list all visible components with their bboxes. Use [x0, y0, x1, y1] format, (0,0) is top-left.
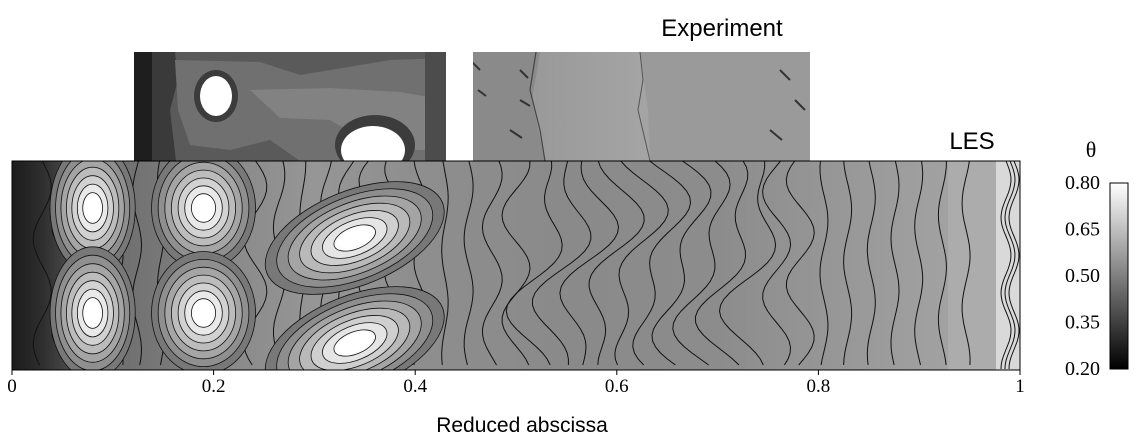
experiment-left-image	[134, 52, 446, 161]
x-tick-label: 0.4	[403, 376, 427, 397]
x-tick-label: 1	[1015, 376, 1025, 397]
contour-line	[1000, 161, 1012, 370]
contour-line	[819, 161, 829, 366]
contour-line	[559, 161, 620, 366]
contour-line	[651, 161, 712, 366]
hot-spot	[193, 301, 214, 325]
contour-line	[505, 161, 563, 366]
colorbar-tick-label: 0.50	[1065, 265, 1100, 287]
contour-line	[866, 161, 876, 366]
colorbar-ticks: 0.80 0.65 0.50 0.35 0.20	[1065, 172, 1100, 380]
hot-spot	[84, 300, 101, 326]
les-label: LES	[949, 128, 994, 155]
contour-line	[531, 161, 592, 365]
x-tick-label: 0.8	[807, 376, 831, 397]
colorbar	[1109, 182, 1129, 370]
contour-line	[672, 161, 731, 366]
contour-line	[463, 161, 474, 366]
contour-line	[694, 161, 749, 366]
colorbar-title: θ	[1086, 137, 1097, 162]
contour-line	[785, 161, 815, 366]
x-axis-label: Reduced abscissa	[436, 414, 608, 437]
contour-line	[890, 161, 900, 366]
hot-spot	[193, 196, 214, 220]
x-axis: 0 0.2 0.4 0.6 0.8 1	[7, 370, 1025, 397]
contour-line	[762, 161, 792, 366]
colorbar-tick-label: 0.80	[1065, 172, 1100, 194]
contour-line	[1004, 161, 1016, 370]
colorbar-tick-label: 0.65	[1065, 219, 1100, 241]
contour-line	[481, 161, 503, 366]
contour-line	[588, 161, 645, 366]
contour-line	[632, 161, 692, 366]
les-image	[12, 161, 1020, 370]
contour-line	[614, 161, 669, 366]
x-tick-label: 0.2	[202, 376, 226, 397]
hot-spot	[337, 227, 372, 249]
x-tick-label: 0.6	[605, 376, 629, 397]
contour-line	[961, 161, 971, 366]
hot-spot	[337, 332, 372, 354]
contour-line	[1008, 161, 1020, 370]
contour-line	[937, 161, 947, 366]
colorbar-tick-label: 0.35	[1065, 312, 1100, 334]
experiment-label: Experiment	[661, 15, 783, 42]
contour-line	[843, 161, 853, 366]
experiment-right-image	[473, 52, 810, 161]
contour-line	[32, 161, 52, 366]
hot-spot	[84, 195, 101, 221]
contour-line	[501, 161, 531, 366]
les-frame	[11, 160, 1021, 371]
contour-line	[441, 161, 449, 366]
contour-line	[914, 161, 924, 366]
x-tick-label: 0	[7, 376, 17, 397]
contour-line	[718, 161, 777, 366]
colorbar-tick-label: 0.20	[1065, 358, 1100, 380]
